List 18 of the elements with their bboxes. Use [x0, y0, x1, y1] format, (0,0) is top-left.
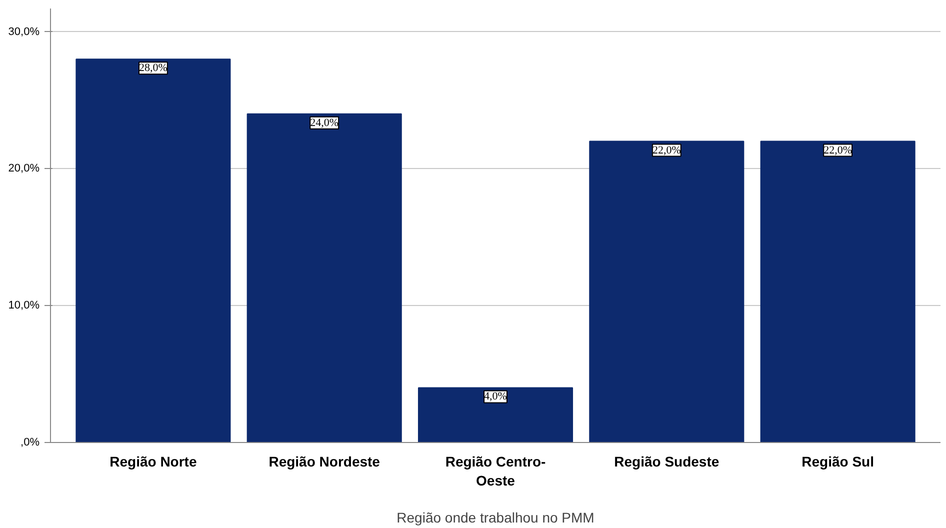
bar: [760, 140, 916, 442]
x-axis-title: Região onde trabalhou no PMM: [396, 510, 594, 526]
y-tick-label: ,0%: [20, 436, 40, 448]
y-tick-label: 30,0%: [8, 26, 40, 38]
y-tick-label: 20,0%: [8, 162, 40, 175]
data-label: 28,0%: [138, 62, 168, 74]
data-label: 22,0%: [652, 144, 681, 156]
x-tick-label: Região Sul: [802, 454, 874, 470]
x-tick-label: Região Norte: [110, 454, 197, 470]
y-tick-label: 10,0%: [8, 300, 40, 312]
x-tick-label: Região Centro-Oeste: [445, 454, 546, 489]
bar: [589, 140, 744, 442]
x-tick-label: Região Sudeste: [614, 454, 720, 470]
x-tick-label: Região Nordeste: [268, 454, 380, 470]
bar: [76, 58, 231, 442]
bar: [246, 113, 402, 442]
bar: [418, 387, 574, 442]
data-label: 4,0%: [484, 390, 507, 403]
